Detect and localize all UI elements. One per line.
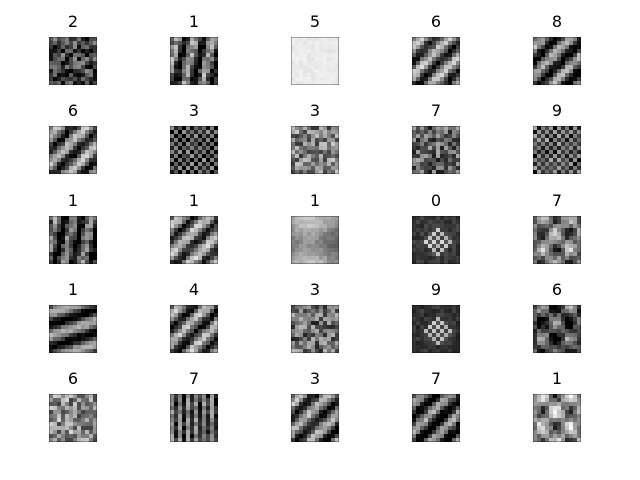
filter-image: [170, 394, 218, 442]
filter-image: [291, 37, 339, 85]
filter-tile: 1: [170, 192, 218, 264]
digit-label: 7: [430, 101, 442, 120]
filter-tile: 3: [170, 102, 218, 174]
filter-image: [49, 126, 97, 174]
digit-label: 1: [309, 191, 321, 210]
digit-label: 3: [309, 101, 321, 120]
filter-image: [412, 305, 460, 353]
digit-label: 7: [430, 369, 442, 388]
digit-label: 5: [309, 12, 321, 31]
digit-label: 1: [67, 280, 79, 299]
digit-label: 3: [188, 101, 200, 120]
digit-label: 1: [67, 191, 79, 210]
filter-tile: 0: [412, 192, 460, 264]
filter-image: [49, 37, 97, 85]
filter-image: [533, 305, 581, 353]
filter-image: [170, 216, 218, 264]
digit-label: 1: [551, 369, 563, 388]
digit-label: 6: [430, 12, 442, 31]
filter-tile: 5: [291, 13, 339, 85]
filter-image: [170, 37, 218, 85]
digit-label: 6: [67, 101, 79, 120]
digit-label: 3: [309, 369, 321, 388]
digit-label: 4: [188, 280, 200, 299]
filter-image: [291, 126, 339, 174]
filter-tile: 7: [412, 370, 460, 442]
filter-image: [170, 305, 218, 353]
filter-image: [170, 126, 218, 174]
digit-label: 9: [551, 101, 563, 120]
filter-tile: 2: [49, 13, 97, 85]
filter-tile: 3: [291, 281, 339, 353]
filter-tile: 9: [412, 281, 460, 353]
filter-tile: 1: [49, 281, 97, 353]
digit-label: 7: [551, 191, 563, 210]
filter-tile: 1: [49, 192, 97, 264]
filter-tile: 1: [533, 370, 581, 442]
filter-tile: 3: [291, 102, 339, 174]
filter-image: [533, 394, 581, 442]
digit-label: 0: [430, 191, 442, 210]
digit-label: 2: [67, 12, 79, 31]
filter-image: [412, 126, 460, 174]
filter-image: [291, 394, 339, 442]
digit-label: 6: [551, 280, 563, 299]
filter-tile: 4: [170, 281, 218, 353]
filter-tile: 6: [49, 370, 97, 442]
digit-label: 7: [188, 369, 200, 388]
filter-image: [291, 216, 339, 264]
digit-label: 8: [551, 12, 563, 31]
digit-label: 6: [67, 369, 79, 388]
filter-image: [533, 126, 581, 174]
filter-tile: 6: [412, 13, 460, 85]
filter-tile: 7: [533, 192, 581, 264]
filter-tile: 6: [49, 102, 97, 174]
digit-label: 3: [309, 280, 321, 299]
filter-tile: 3: [291, 370, 339, 442]
filter-image: [49, 216, 97, 264]
filter-image: [291, 305, 339, 353]
filter-image: [49, 305, 97, 353]
filter-tile: 6: [533, 281, 581, 353]
filter-tile: 1: [170, 13, 218, 85]
digit-label: 1: [188, 12, 200, 31]
filter-tile: 7: [170, 370, 218, 442]
filter-image: [412, 216, 460, 264]
filter-tile: 7: [412, 102, 460, 174]
filter-image: [533, 37, 581, 85]
digit-label: 9: [430, 280, 442, 299]
filter-image: [533, 216, 581, 264]
filter-image: [412, 394, 460, 442]
filter-tile: 1: [291, 192, 339, 264]
filter-image: [49, 394, 97, 442]
filter-image: [412, 37, 460, 85]
filter-tile: 8: [533, 13, 581, 85]
digit-label: 1: [188, 191, 200, 210]
filter-tile: 9: [533, 102, 581, 174]
